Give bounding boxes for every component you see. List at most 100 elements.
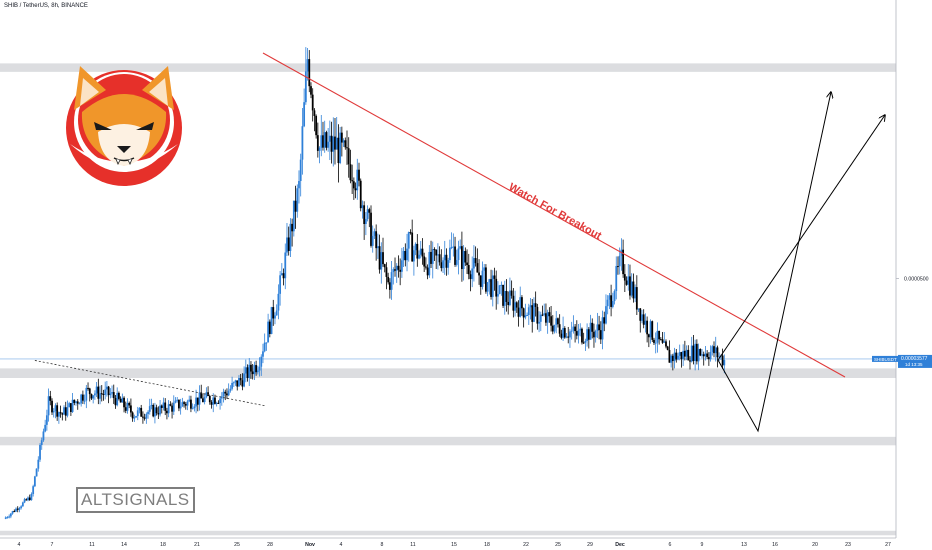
candle-body: [131, 412, 134, 419]
candle-body: [186, 401, 189, 406]
zone-band: [0, 63, 896, 72]
candle-body: [315, 115, 318, 136]
candle-body: [699, 349, 702, 356]
candle-body: [445, 254, 448, 268]
candle-body: [241, 380, 244, 387]
candle-body: [234, 380, 237, 383]
candle-body: [663, 341, 666, 343]
candle-body: [378, 246, 381, 270]
candle-body: [536, 306, 539, 324]
candle-body: [521, 297, 523, 309]
candle-body: [184, 403, 187, 406]
candle-body: [395, 265, 398, 271]
candle-body: [435, 249, 438, 256]
candle-body: [236, 380, 239, 387]
candle-body: [711, 346, 714, 352]
candle-body: [299, 159, 302, 182]
x-tick-label: 4: [340, 542, 343, 548]
candle-body: [27, 497, 29, 501]
candle-body: [646, 320, 649, 335]
candle-body: [349, 164, 352, 181]
candle-body: [527, 307, 530, 316]
x-tick-label: 27: [885, 542, 891, 548]
candle-body: [202, 398, 204, 403]
candle-body: [190, 399, 192, 409]
candle-body: [191, 408, 194, 410]
candle-body: [430, 251, 432, 264]
candle-body: [44, 424, 47, 432]
candle-body: [627, 276, 630, 285]
candle-body: [394, 269, 396, 271]
candle-body: [102, 394, 105, 396]
candle-body: [304, 71, 307, 103]
candle-body: [160, 405, 163, 408]
candle-body: [130, 405, 132, 413]
candle-body: [690, 345, 693, 362]
candle-body: [371, 235, 374, 246]
candle-body: [356, 169, 359, 191]
candle-body: [13, 511, 16, 513]
candle-body: [294, 200, 297, 212]
projection-arrows: [717, 92, 885, 433]
x-tick-label: 21: [194, 542, 200, 548]
candle-body: [565, 336, 568, 338]
watermark: ALTSIGNALS: [76, 487, 195, 513]
candle-body: [18, 508, 21, 510]
x-tick-label: 4: [18, 542, 21, 548]
candle-body: [502, 284, 504, 306]
candle-body: [718, 356, 721, 358]
candlesticks: [4, 47, 726, 520]
candle-body: [418, 254, 420, 259]
candle-body: [447, 260, 450, 268]
candle-body: [325, 132, 328, 148]
candle-body: [303, 102, 306, 127]
candle-body: [9, 513, 12, 517]
candle-body: [392, 269, 395, 273]
candle-body: [647, 334, 650, 338]
candle-body: [143, 417, 146, 419]
candle-body: [461, 246, 463, 270]
candle-body: [169, 404, 172, 406]
candle-body: [195, 397, 197, 407]
candle-body: [183, 402, 185, 404]
candle-body: [630, 281, 633, 296]
candle-body: [526, 315, 528, 317]
candle-body: [25, 499, 28, 501]
candle-body: [497, 293, 499, 297]
x-tick-label: 11: [89, 542, 94, 548]
candle-body: [557, 318, 559, 325]
candle-body: [59, 412, 62, 414]
candle-body: [419, 248, 422, 255]
candle-body: [661, 339, 664, 343]
candle-body: [414, 243, 417, 251]
candle-body: [42, 431, 45, 441]
candle-body: [126, 402, 129, 411]
candle-body: [109, 393, 112, 396]
candle-body: [665, 341, 667, 347]
candle-body: [152, 405, 155, 417]
candle-body: [66, 407, 69, 416]
candle-body: [442, 260, 444, 269]
projection-arrow-1: [717, 92, 831, 433]
candle-body: [601, 317, 604, 340]
candle-body: [689, 360, 691, 362]
shiba-inu-logo: [66, 66, 182, 186]
candle-body: [450, 247, 453, 249]
zone-band: [0, 368, 896, 378]
candle-body: [30, 493, 33, 501]
candle-body: [203, 397, 206, 403]
candle-body: [344, 140, 347, 148]
breakout-annotation: Watch For Breakout: [507, 181, 604, 242]
candle-body: [469, 274, 472, 280]
candle-body: [212, 397, 215, 405]
candle-body: [282, 273, 285, 279]
candle-body: [210, 402, 213, 405]
candle-body: [205, 392, 208, 398]
candle-body: [267, 321, 270, 343]
candle-body: [138, 407, 141, 411]
candle-body: [545, 313, 547, 323]
candle-body: [376, 246, 379, 249]
candle-body: [534, 303, 537, 307]
candle-body: [464, 251, 467, 263]
